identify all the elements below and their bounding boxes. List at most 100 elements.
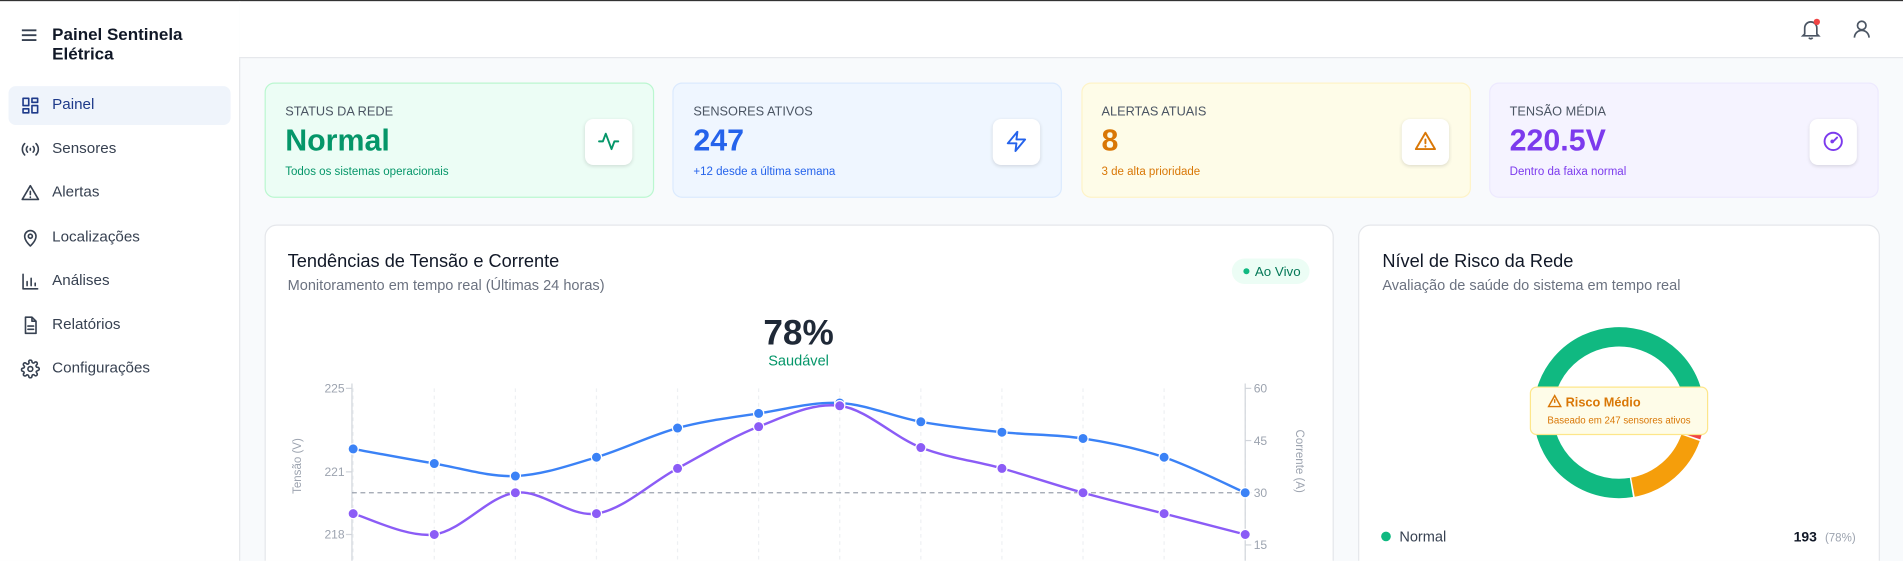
stat-label: ALERTAS ATUAIS xyxy=(1101,104,1207,119)
live-dot xyxy=(1243,268,1250,275)
live-badge-label: Ao Vivo xyxy=(1255,264,1301,279)
nav-icon xyxy=(20,359,40,379)
menu-button[interactable] xyxy=(21,27,38,44)
stat-label: SENSORES ATIVOS xyxy=(693,104,813,119)
y-tick-label: 225 xyxy=(324,382,344,396)
nav-label: Painel xyxy=(52,95,95,113)
risk-tooltip-text: Baseado em 247 sensores ativos xyxy=(1547,416,1690,427)
legend-count: 193 xyxy=(1794,528,1818,544)
series-point xyxy=(509,470,522,482)
sidebar: Painel Sentinela Elétrica Painel Sensores… xyxy=(0,1,241,561)
stat-note: Dentro da faixa normal xyxy=(1509,165,1627,179)
nav-label: Relatórios xyxy=(52,315,121,333)
y2-axis-title: Corrente (A) xyxy=(1293,430,1305,494)
series-point xyxy=(1158,451,1170,463)
nav-icon xyxy=(21,143,40,156)
nav-item[interactable]: Configurações xyxy=(8,350,230,389)
health-label: Saudável xyxy=(768,353,829,369)
series-point xyxy=(1158,507,1170,520)
stat-label: TENSÃO MÉDIA xyxy=(1509,104,1606,119)
series-point xyxy=(509,487,522,499)
y2-tick-label: 45 xyxy=(1254,434,1268,448)
legend-percent: (78%) xyxy=(1825,532,1856,544)
nav-item[interactable]: Sensores xyxy=(8,130,230,169)
nav-label: Análises xyxy=(52,271,110,289)
series-point xyxy=(347,443,359,455)
notifications-button[interactable] xyxy=(1800,18,1822,40)
stat-label: STATUS DA REDE xyxy=(285,104,394,119)
stat-icon-glyph xyxy=(598,132,620,151)
series-point xyxy=(1077,432,1089,445)
series-point xyxy=(428,528,440,541)
series-point xyxy=(996,462,1008,475)
stat-value: Normal xyxy=(285,123,390,158)
series-point xyxy=(428,457,440,470)
app-title: Painel Sentinela Elétrica xyxy=(52,24,183,64)
stat-card: TENSÃO MÉDIA 220.5V Dentro da faixa normal xyxy=(1489,82,1879,198)
series-line xyxy=(352,404,1246,537)
stat-value: 247 xyxy=(693,123,744,158)
series-point xyxy=(1239,528,1251,541)
series-point xyxy=(1077,487,1089,499)
nav-item[interactable]: Alertas xyxy=(8,174,230,213)
stat-value: 8 xyxy=(1101,123,1119,158)
series-line xyxy=(352,401,1246,494)
series-point xyxy=(671,462,684,475)
nav-icon xyxy=(24,316,37,335)
stat-value: 220.5V xyxy=(1509,123,1606,158)
nav-icon xyxy=(21,185,40,201)
series-point xyxy=(834,400,846,412)
stat-icon xyxy=(1401,118,1449,166)
y-tick-label: 218 xyxy=(324,528,344,542)
nav-label: Alertas xyxy=(52,183,100,201)
series-point xyxy=(915,416,927,428)
stat-icon-glyph xyxy=(1823,131,1843,151)
y-axis-title: Tensão (V) xyxy=(292,438,304,494)
donut-segment xyxy=(1533,327,1705,499)
series-point xyxy=(590,507,603,520)
stat-card: SENSORES ATIVOS 247 +12 desde a última sem… xyxy=(672,82,1063,198)
risk-tooltip-title: Risco Médio xyxy=(1566,395,1641,410)
stat-card: ALERTAS ATUAIS 8 3 de alta prioridade xyxy=(1080,82,1471,198)
chart-title: Tendências de Tensão e Corrente xyxy=(288,251,560,271)
chart-title: Nível de Risco da Rede xyxy=(1382,251,1573,271)
stat-note: +12 desde a última semana xyxy=(693,165,836,179)
nav-item[interactable]: Análises xyxy=(8,262,230,301)
series-point xyxy=(347,507,359,520)
stat-icon-glyph xyxy=(1007,130,1027,152)
y-tick-label: 221 xyxy=(324,465,344,479)
nav-item[interactable]: Relatórios xyxy=(8,306,230,345)
health-score: 78% xyxy=(763,314,833,353)
nav-icon xyxy=(22,273,39,290)
series-point xyxy=(915,441,927,454)
legend-label: Normal xyxy=(1399,529,1446,545)
stat-card: STATUS DA REDE Normal Todos os sistemas op… xyxy=(264,82,655,198)
nav-icon xyxy=(23,229,37,247)
live-badge xyxy=(1231,258,1310,284)
chart-subtitle: Monitoramento em tempo real (Últimas 24 … xyxy=(288,277,605,294)
series-point xyxy=(996,426,1008,438)
series-point xyxy=(752,407,765,420)
nav-item[interactable]: Painel xyxy=(8,86,231,126)
nav-label: Sensores xyxy=(52,139,117,157)
chart-subtitle: Avaliação de saúde do sistema em tempo r… xyxy=(1382,278,1680,294)
trend-panel xyxy=(264,224,1334,561)
series-point xyxy=(1239,487,1251,499)
nav-item[interactable]: Localizações xyxy=(8,218,230,257)
topbar xyxy=(239,1,1903,59)
nav-label: Localizações xyxy=(52,227,140,245)
nav-icon xyxy=(22,97,39,114)
stat-note: Todos os sistemas operacionais xyxy=(285,165,449,179)
stat-icon xyxy=(993,118,1041,166)
nav-label: Configurações xyxy=(52,359,151,377)
y2-tick-label: 30 xyxy=(1254,486,1268,500)
y2-tick-label: 15 xyxy=(1254,538,1268,552)
series-point xyxy=(752,420,765,433)
user-button[interactable] xyxy=(1852,19,1871,38)
series-point xyxy=(671,422,684,434)
risk-tooltip xyxy=(1529,386,1709,436)
stat-icon xyxy=(584,118,633,166)
series-point xyxy=(590,451,603,463)
